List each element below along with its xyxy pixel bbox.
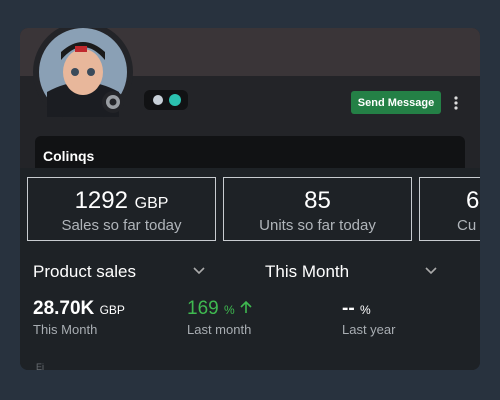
avatar-frame: [33, 28, 133, 122]
stat-unit: GBP: [134, 195, 169, 212]
send-message-button[interactable]: Send Message: [351, 91, 441, 114]
summary-value: 28.70K GBP: [33, 298, 125, 320]
metric-dropdown[interactable]: Product sales: [33, 262, 136, 281]
summary-label: This Month: [33, 322, 98, 337]
stat-value: 85: [304, 187, 331, 214]
summary-label: Last month: [187, 322, 252, 337]
stat-card: 1292 GBP Sales so far today: [27, 177, 216, 241]
avatar: [39, 28, 127, 117]
unit: %: [223, 303, 235, 317]
chevron[interactable]: [192, 266, 206, 276]
stat-value: 1292: [74, 187, 128, 214]
stat-label: Cu: [457, 217, 477, 234]
period-dropdown[interactable]: This Month: [265, 262, 350, 281]
value: 28.70K: [33, 298, 95, 319]
value: 169: [187, 298, 219, 319]
unit: %: [359, 303, 371, 317]
badges: [144, 90, 188, 110]
stat-card: 6 Cu: [419, 177, 480, 241]
stat-label: Sales so far today: [61, 217, 182, 234]
unit: GBP: [99, 303, 125, 317]
profile-card: Send Message Colinqs 1292 GBP Sales so f…: [20, 28, 480, 370]
summary-value: -- %: [342, 298, 371, 320]
chevron[interactable]: [424, 266, 438, 276]
summary-value: 169 %: [187, 298, 252, 320]
sales-panel: 1292 GBP Sales so far today 85 Units so …: [20, 168, 480, 370]
up-arrow: [240, 300, 252, 313]
footer-text: Ei: [36, 362, 45, 370]
username: Colinqs: [43, 148, 95, 164]
more-menu[interactable]: [452, 95, 460, 111]
stat-card: 85 Units so far today: [223, 177, 412, 241]
summary-label: Last year: [342, 322, 396, 337]
stat-value: 6: [466, 187, 480, 214]
stat-label: Units so far today: [259, 217, 376, 234]
value: --: [342, 298, 355, 319]
